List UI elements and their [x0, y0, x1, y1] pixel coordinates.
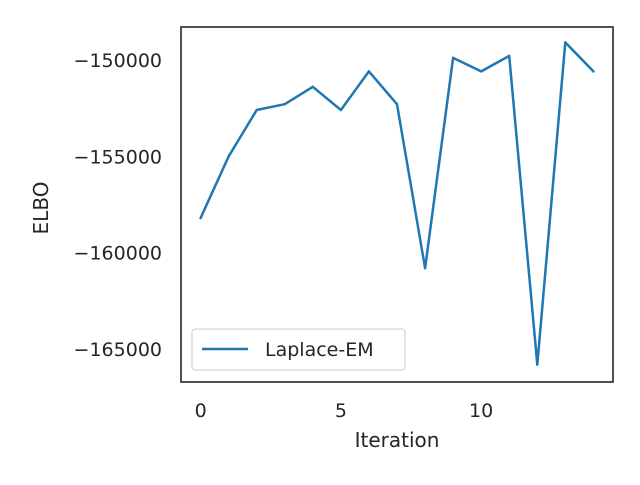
- x-axis-label: Iteration: [355, 428, 440, 452]
- y-tick-label: −165000: [74, 339, 162, 361]
- x-tick-label: 10: [469, 400, 493, 422]
- data-point: [367, 70, 371, 73]
- y-tick-label: −150000: [74, 50, 162, 72]
- data-point: [451, 56, 455, 60]
- data-point: [564, 41, 567, 44]
- data-point: [283, 102, 286, 106]
- series-layer: [199, 41, 595, 366]
- data-point: [479, 70, 483, 73]
- plot-frame: [180, 26, 614, 383]
- y-tick-label: −160000: [74, 243, 162, 265]
- data-point: [255, 108, 258, 112]
- x-tick-label: 0: [195, 400, 207, 422]
- data-point: [339, 108, 343, 112]
- x-tick-label: 5: [335, 400, 347, 422]
- data-point: [227, 155, 230, 158]
- data-point: [423, 266, 427, 270]
- data-point: [311, 85, 315, 89]
- y-tick-label: −155000: [74, 146, 162, 168]
- legend-label: Laplace-EM: [265, 339, 374, 361]
- y-axis-label: ELBO: [29, 182, 53, 235]
- legend: Laplace-EM: [191, 328, 406, 371]
- data-point: [592, 70, 595, 73]
- axis-ticks: 0 5 10 −150000 −155000 −160000 −165000: [74, 50, 494, 422]
- data-point: [536, 363, 539, 366]
- data-point: [199, 216, 202, 220]
- data-point: [508, 54, 511, 58]
- legend-frame: [191, 328, 406, 371]
- data-point: [395, 102, 399, 106]
